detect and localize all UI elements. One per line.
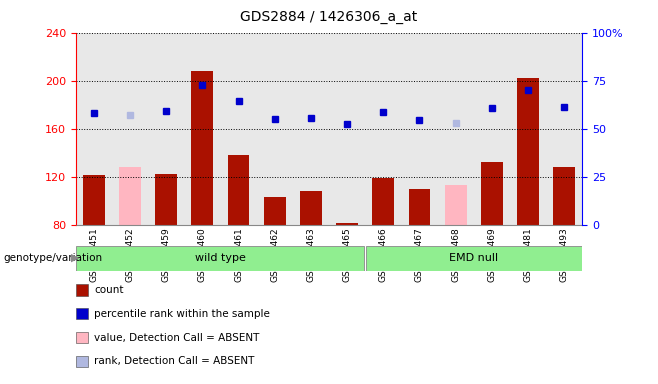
Bar bbox=[264, 197, 286, 225]
Bar bbox=[372, 178, 394, 225]
Text: wild type: wild type bbox=[195, 253, 246, 263]
Bar bbox=[553, 167, 575, 225]
Bar bbox=[445, 185, 467, 225]
Text: ▶: ▶ bbox=[71, 253, 80, 263]
Bar bbox=[481, 162, 503, 225]
Bar bbox=[76, 246, 365, 271]
Bar bbox=[336, 223, 358, 225]
Text: percentile rank within the sample: percentile rank within the sample bbox=[94, 309, 270, 319]
Bar bbox=[228, 155, 249, 225]
Bar bbox=[83, 175, 105, 225]
Text: count: count bbox=[94, 285, 124, 295]
Bar bbox=[191, 71, 213, 225]
Bar bbox=[366, 246, 582, 271]
Text: GDS2884 / 1426306_a_at: GDS2884 / 1426306_a_at bbox=[240, 10, 418, 23]
Text: genotype/variation: genotype/variation bbox=[3, 253, 103, 263]
Text: value, Detection Call = ABSENT: value, Detection Call = ABSENT bbox=[94, 333, 259, 343]
Bar bbox=[517, 78, 539, 225]
Bar bbox=[409, 189, 430, 225]
Bar bbox=[155, 174, 177, 225]
Bar bbox=[119, 167, 141, 225]
Bar bbox=[300, 191, 322, 225]
Text: EMD null: EMD null bbox=[449, 253, 498, 263]
Text: rank, Detection Call = ABSENT: rank, Detection Call = ABSENT bbox=[94, 356, 255, 366]
